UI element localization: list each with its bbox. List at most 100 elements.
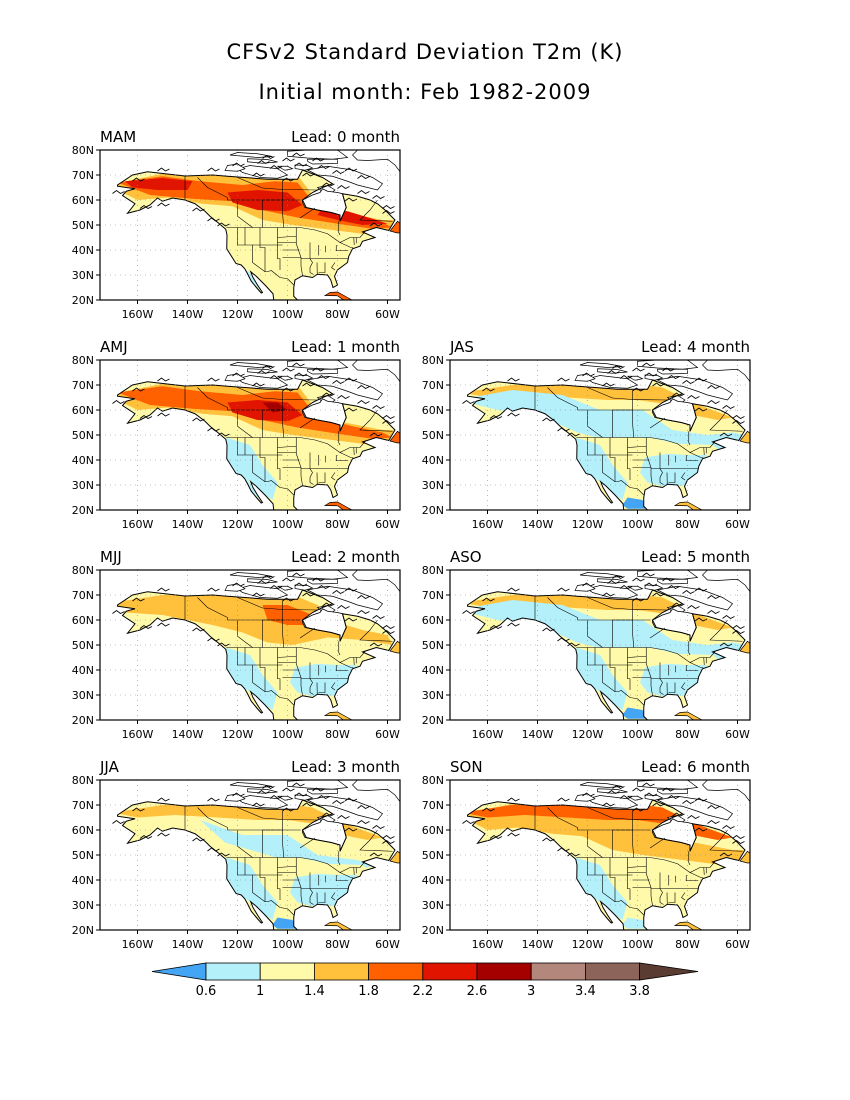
lon-label: 80W: [675, 938, 700, 951]
coastline-detail: [682, 589, 695, 595]
colorbar-label: 2.6: [467, 984, 488, 999]
lat-label: 30N: [72, 479, 94, 492]
coastline-detail: [489, 834, 503, 840]
island: [287, 780, 349, 790]
coastline-detail: [632, 807, 645, 812]
coastline-detail: [312, 367, 325, 372]
coastline-detail: [317, 374, 330, 380]
coastline-detail: [132, 807, 145, 812]
coastline: [467, 589, 746, 720]
lon-label: 120W: [222, 308, 254, 321]
coastline-detail: [687, 814, 700, 820]
colorbar-swatch: [585, 962, 641, 981]
coastline-detail: [694, 377, 708, 382]
map-panel: 80N 70N 60N 50N 40N 30N 20N 160W 140W 120W 100W 80W…: [422, 338, 751, 531]
political-border: [318, 892, 326, 903]
coastline-detail: [344, 797, 358, 802]
coastline-detail: [619, 794, 633, 800]
political-border: [688, 851, 691, 866]
coastline-detail: [357, 609, 370, 615]
coastline-detail: [644, 372, 658, 377]
island: [287, 570, 349, 580]
coastline-detail: [672, 812, 685, 817]
lon-label: 160W: [122, 518, 154, 531]
coastline-detail: [269, 794, 283, 800]
island: [644, 374, 664, 381]
coastline-detail: [317, 584, 330, 590]
political-border: [259, 857, 266, 902]
coastline-detail: [652, 382, 665, 387]
lat-label: 20N: [72, 924, 94, 937]
political-border: [237, 597, 263, 609]
coastline-detail: [192, 207, 205, 212]
island: [644, 584, 664, 591]
coastline-detail: [567, 432, 580, 437]
coastline-detail: [382, 834, 395, 840]
lat-label: 20N: [72, 294, 94, 307]
lat-label: 70N: [422, 589, 444, 602]
island: [637, 570, 699, 580]
political-border: [338, 221, 341, 236]
coastline-detail: [157, 797, 170, 802]
colorbar-lower-triangle: [151, 962, 207, 981]
island: [352, 570, 400, 616]
fill-contour: [226, 437, 278, 500]
political-border: [339, 662, 354, 668]
coastline-detail: [257, 159, 270, 165]
coastline-detail: [507, 622, 520, 627]
political-border: [259, 227, 266, 272]
coastline-detail: [112, 819, 125, 825]
map-area: [100, 780, 400, 930]
lat-label: 50N: [72, 639, 94, 652]
political-border: [331, 892, 336, 901]
coastline-detail: [694, 587, 708, 592]
political-border: [359, 409, 393, 432]
coastline-detail: [357, 594, 370, 600]
colorbar-label: 2.2: [412, 984, 433, 999]
coastline-detail: [139, 834, 153, 840]
coastline-detail: [732, 839, 745, 845]
coastline-detail: [382, 204, 395, 210]
map-panel: 80N 70N 60N 50N 40N 30N 20N 160W 140W 120W 100W 80W…: [72, 758, 401, 951]
panel-lead: Lead: 2 month: [291, 548, 400, 566]
lat-label: 80N: [72, 564, 94, 577]
political-border: [226, 647, 366, 663]
coastline-detail: [282, 787, 295, 792]
coastline-detail: [292, 782, 305, 787]
island: [657, 578, 688, 585]
coastline-detail: [217, 432, 230, 437]
political-border: [668, 892, 676, 903]
coastline-detail: [112, 609, 125, 615]
lat-label: 20N: [72, 504, 94, 517]
panel-lead: Lead: 1 month: [291, 338, 400, 356]
lat-label: 50N: [422, 849, 444, 862]
lat-label: 60N: [422, 614, 444, 627]
coastline-detail: [687, 604, 700, 610]
political-border: [335, 875, 349, 882]
political-border: [237, 387, 263, 399]
political-border: [318, 472, 326, 483]
political-border: [609, 857, 616, 902]
political-border: [295, 647, 303, 696]
coastline-detail: [262, 154, 275, 160]
lon-label: 80W: [325, 728, 350, 741]
coastline-detail: [667, 374, 680, 380]
colorbar-swatch: [313, 962, 369, 981]
coastline-detail: [667, 794, 680, 800]
coastline-detail: [357, 804, 370, 810]
coastline-detail: [682, 379, 695, 385]
coastline-detail: [462, 819, 475, 825]
colorbar-swatch: [368, 962, 424, 981]
colorbar-swatch: [205, 962, 261, 981]
fill-contour: [227, 400, 303, 422]
political-border: [299, 837, 316, 849]
coastline-detail: [357, 399, 370, 405]
coastline-detail: [582, 372, 595, 377]
political-border: [627, 647, 631, 690]
fill-contour: [576, 647, 628, 710]
island: [229, 152, 273, 158]
coastline-detail: [157, 377, 170, 382]
island: [229, 572, 273, 578]
political-border: [277, 227, 281, 270]
coastline-detail: [372, 614, 385, 620]
